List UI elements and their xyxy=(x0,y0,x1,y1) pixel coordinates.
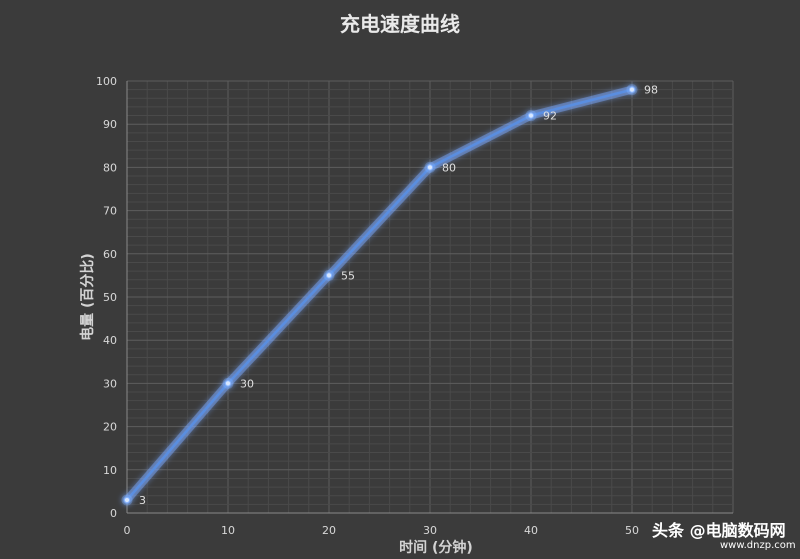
watermark-main: 头条 @电脑数码网 xyxy=(652,521,786,540)
x-tick-label: 10 xyxy=(221,524,235,537)
y-axis-title: 电量 (百分比) xyxy=(79,253,96,341)
data-label: 3 xyxy=(139,494,146,507)
y-tick-label: 30 xyxy=(103,377,117,390)
series-line xyxy=(125,88,634,502)
axes xyxy=(126,81,733,514)
data-point xyxy=(123,496,131,504)
y-tick-label: 50 xyxy=(103,291,117,304)
series-layer xyxy=(121,84,638,506)
grid xyxy=(126,80,734,514)
tick-labels: 0 10 20 30 40 50 60 70 80 90 100 0 10 20 30 40 50 xyxy=(96,75,639,537)
y-tick-label: 0 xyxy=(110,507,117,520)
data-label: 92 xyxy=(543,110,557,123)
y-tick-label: 100 xyxy=(96,75,117,88)
watermark-sub: www.dnzp.com xyxy=(720,540,796,551)
data-label: 80 xyxy=(442,161,456,174)
data-label: 55 xyxy=(341,269,355,282)
series-glow-line xyxy=(123,85,636,505)
data-label: 30 xyxy=(240,377,254,390)
data-point xyxy=(426,164,434,171)
y-tick-label: 60 xyxy=(103,248,117,261)
x-tick-label: 0 xyxy=(124,524,131,537)
x-tick-label: 20 xyxy=(322,524,336,537)
x-tick-label: 50 xyxy=(625,524,639,537)
y-tick-label: 70 xyxy=(103,205,117,218)
data-point xyxy=(224,380,232,387)
y-tick-label: 90 xyxy=(103,118,117,131)
data-point xyxy=(325,272,333,279)
data-point xyxy=(628,86,636,93)
y-tick-label: 20 xyxy=(103,421,117,434)
chart-title: 充电速度曲线 xyxy=(340,12,460,36)
y-tick-label: 10 xyxy=(103,464,117,477)
y-tick-label: 80 xyxy=(103,161,117,174)
watermark: 头条 @电脑数码网 www.dnzp.com xyxy=(652,521,796,551)
x-tick-label: 30 xyxy=(423,524,437,537)
data-point xyxy=(527,112,535,119)
x-axis-title: 时间 (分钟) xyxy=(399,539,473,556)
y-tick-label: 40 xyxy=(103,334,117,347)
data-labels: 3 30 55 80 92 98 xyxy=(139,84,658,507)
data-label: 98 xyxy=(644,84,658,97)
x-tick-label: 40 xyxy=(524,524,538,537)
